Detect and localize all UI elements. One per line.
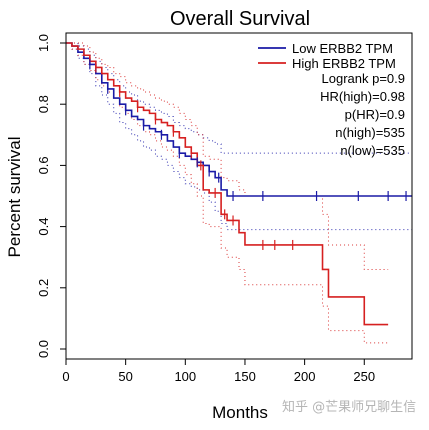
stats-text: n(high)=535 [335,125,405,140]
plot-frame [65,32,413,360]
y-axis-label: Percent survival [5,137,24,258]
watermark-text: 知乎 @芒果师兄聊生信 [282,400,417,415]
legend-label-low: Low ERBB2 TPM [292,41,393,56]
x-tick-label: 0 [62,369,69,384]
y-tick-label: 0.6 [36,156,51,174]
x-tick-label: 250 [353,369,375,384]
x-tick-label: 200 [294,369,316,384]
y-tick-label: 0.2 [36,279,51,297]
x-axis-label: Months [212,403,268,422]
chart-title: Overall Survival [170,8,310,30]
legend-label-high: High ERBB2 TPM [292,56,396,71]
stats-text: Logrank p=0.9 [322,71,405,86]
y-tick-label: 0.8 [36,95,51,113]
y-tick-label: 1.0 [36,34,51,52]
y-tick-label: 0.0 [36,340,51,358]
x-tick-label: 100 [174,369,196,384]
y-tick-label: 0.4 [36,218,51,236]
ci-upper-high [66,42,389,270]
stats-text: HR(high)=0.98 [320,89,405,104]
x-tick-label: 150 [234,369,256,384]
ci-lower-high [66,42,389,344]
stats-text: n(low)=535 [340,143,405,158]
stats-text: p(HR)=0.9 [345,107,405,122]
x-tick-label: 50 [118,369,132,384]
